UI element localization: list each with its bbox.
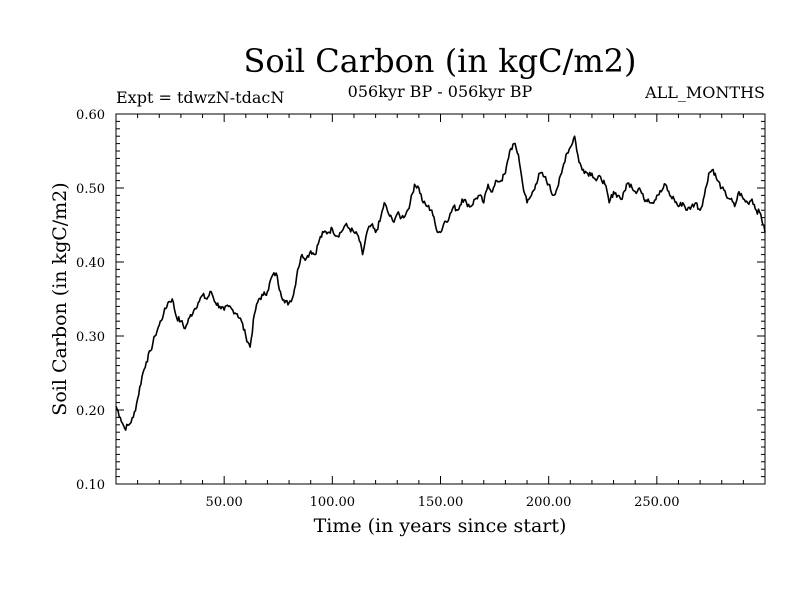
chart-title: Soil Carbon (in kgC/m2) (243, 42, 636, 80)
y-tick-label: 0.40 (76, 256, 105, 271)
x-tick-label: 50.00 (206, 495, 243, 510)
y-axis-label: Soil Carbon (in kgC/m2) (49, 182, 71, 415)
y-tick-label: 0.60 (76, 108, 105, 123)
axis-ticks (116, 114, 765, 484)
y-tick-label: 0.30 (76, 330, 105, 345)
x-tick-label: 100.00 (310, 495, 356, 510)
series-line-soil-carbon (115, 135, 766, 431)
y-tick-labels: 0.10 0.20 0.30 0.40 0.50 0.60 (76, 108, 105, 493)
period-label: 056kyr BP - 056kyr BP (348, 82, 533, 101)
x-tick-labels: 50.00 100.00 150.00 200.00 250.00 (206, 495, 680, 510)
x-axis-label: Time (in years since start) (314, 515, 567, 537)
months-label: ALL_MONTHS (644, 83, 765, 102)
x-tick-label: 200.00 (526, 495, 572, 510)
x-tick-label: 150.00 (418, 495, 464, 510)
y-tick-label: 0.50 (76, 182, 105, 197)
x-tick-label: 250.00 (634, 495, 680, 510)
experiment-label: Expt = tdwzN-tdacN (116, 88, 284, 107)
y-tick-label: 0.20 (76, 404, 105, 419)
y-tick-label: 0.10 (76, 478, 105, 493)
